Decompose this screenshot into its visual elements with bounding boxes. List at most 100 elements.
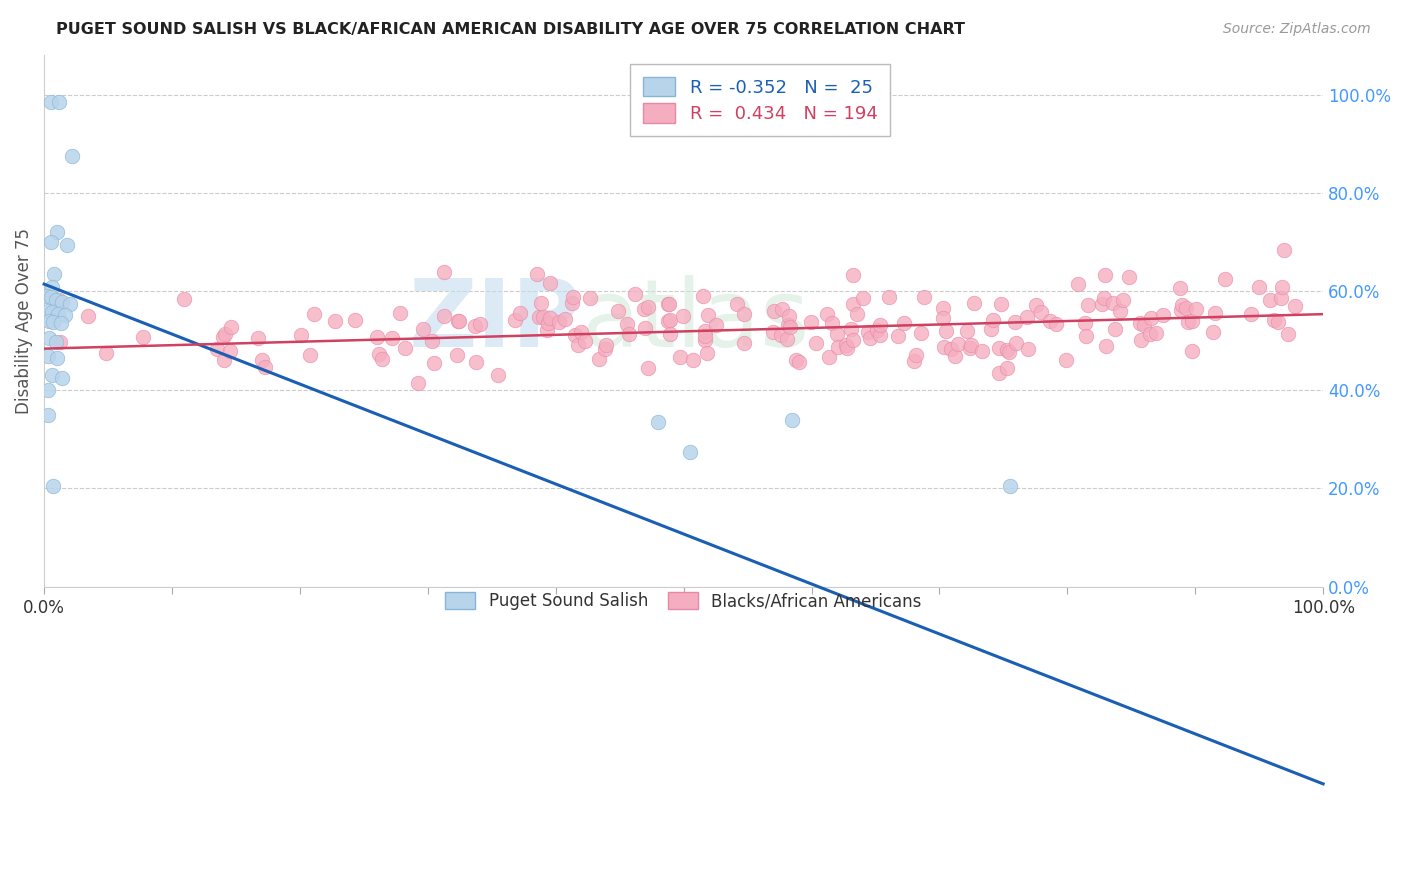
Point [998, 479, 1021, 493]
Point [595, 338, 617, 352]
Point [637, 300, 659, 314]
Point [988, 341, 1011, 355]
Point [406, 376, 429, 390]
Point [39, 290, 62, 304]
Point [839, 322, 862, 336]
Point [1045, 317, 1067, 331]
Point [1263, 313, 1285, 327]
Point [38, 314, 60, 328]
Point [725, 297, 748, 311]
Point [49, 335, 72, 350]
Point [704, 318, 727, 332]
Point [1025, 298, 1047, 312]
Point [37, 408, 59, 422]
Point [762, 304, 785, 318]
Point [785, 353, 807, 368]
Point [548, 315, 571, 329]
Point [1094, 339, 1116, 353]
Point [852, 291, 875, 305]
Point [633, 302, 655, 317]
Point [956, 324, 979, 338]
Point [1129, 333, 1152, 347]
Point [304, 307, 326, 321]
Point [1091, 296, 1114, 310]
Point [787, 355, 810, 369]
Point [932, 311, 955, 326]
Point [394, 341, 416, 355]
Point [212, 353, 235, 368]
Point [51, 370, 73, 384]
Point [41, 368, 63, 383]
Point [45, 293, 67, 308]
Point [39, 95, 62, 109]
Point [997, 344, 1019, 359]
Point [343, 312, 366, 326]
Point [562, 290, 585, 304]
Point [531, 310, 554, 324]
Point [1031, 305, 1053, 319]
Point [45, 351, 67, 365]
Point [1277, 326, 1299, 341]
Point [779, 320, 801, 334]
Point [762, 325, 785, 339]
Point [842, 334, 865, 348]
Point [593, 342, 616, 356]
Point [433, 309, 456, 323]
Point [827, 340, 849, 354]
Point [45, 334, 67, 349]
Point [53, 308, 76, 322]
Point [1170, 298, 1192, 312]
Point [42, 479, 65, 493]
Point [1074, 316, 1097, 330]
Point [948, 337, 970, 351]
Point [420, 334, 443, 348]
Point [219, 343, 242, 358]
Point [94, 346, 117, 360]
Point [912, 290, 935, 304]
Point [887, 329, 910, 343]
Point [60, 149, 83, 163]
Point [561, 296, 583, 310]
Point [1170, 302, 1192, 317]
Point [669, 350, 692, 364]
Point [877, 290, 900, 304]
Point [657, 314, 679, 328]
Point [825, 326, 848, 341]
Point [412, 322, 434, 336]
Point [1077, 298, 1099, 312]
Point [659, 327, 682, 342]
Point [869, 318, 891, 332]
Point [903, 353, 925, 368]
Point [963, 295, 986, 310]
Point [588, 351, 610, 366]
Point [624, 286, 647, 301]
Point [1039, 314, 1062, 328]
Point [564, 327, 586, 342]
Point [693, 333, 716, 347]
Point [298, 348, 321, 362]
Point [247, 331, 270, 345]
Point [367, 346, 389, 360]
Point [389, 306, 412, 320]
Point [526, 267, 548, 281]
Point [1144, 326, 1167, 341]
Point [696, 308, 718, 322]
Point [486, 368, 509, 382]
Point [866, 323, 889, 337]
Point [935, 324, 957, 338]
Point [776, 318, 799, 332]
Point [1258, 293, 1281, 308]
Point [859, 331, 882, 345]
Point [536, 323, 558, 337]
Point [842, 296, 865, 310]
Point [943, 349, 966, 363]
Point [537, 316, 560, 330]
Point [988, 366, 1011, 380]
Point [41, 305, 63, 319]
Point [869, 327, 891, 342]
Point [207, 343, 229, 357]
Point [325, 314, 347, 328]
Point [905, 348, 928, 362]
Point [1270, 291, 1292, 305]
Text: Source: ZipAtlas.com: Source: ZipAtlas.com [1223, 22, 1371, 37]
